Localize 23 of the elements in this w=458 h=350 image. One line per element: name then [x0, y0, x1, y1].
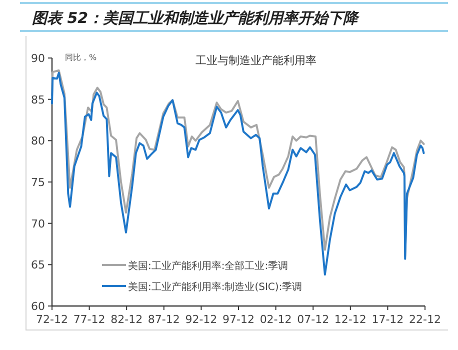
y-tick-label: 75: [31, 176, 45, 189]
x-tick-label: 92-12: [185, 313, 218, 326]
x-tick-label: 87-12: [148, 313, 180, 326]
y-tick-label: 70: [31, 217, 45, 230]
x-tick-label: 97-12: [222, 313, 254, 326]
x-tick-label: 17-12: [372, 313, 404, 326]
chart-subtitle: 工业与制造业产能利用率: [196, 54, 316, 67]
y-tick-label: 85: [31, 93, 45, 106]
chart-title: 图表 52：美国工业和制造业产能利用率开始下降: [32, 9, 360, 27]
y-tick-label: 65: [31, 258, 45, 272]
x-tick-label: 02-12: [260, 313, 292, 326]
legend-label: 美国:工业产能利用率:全部工业:季调: [128, 260, 288, 272]
x-tick-label: 72-12: [36, 313, 68, 326]
legend-label: 美国:工业产能利用率:制造业(SIC):季调: [128, 281, 302, 293]
y-axis-title: 同比，%: [65, 53, 97, 62]
x-tick-label: 82-12: [110, 313, 143, 326]
y-tick-label: 90: [31, 52, 45, 65]
x-tick-label: 22-12: [409, 313, 441, 326]
y-tick-label: 80: [31, 134, 45, 148]
y-tick-label: 60: [31, 300, 45, 313]
x-tick-label: 12-12: [334, 313, 366, 326]
x-tick-label: 07-12: [297, 313, 330, 326]
x-tick-label: 77-12: [73, 313, 106, 326]
